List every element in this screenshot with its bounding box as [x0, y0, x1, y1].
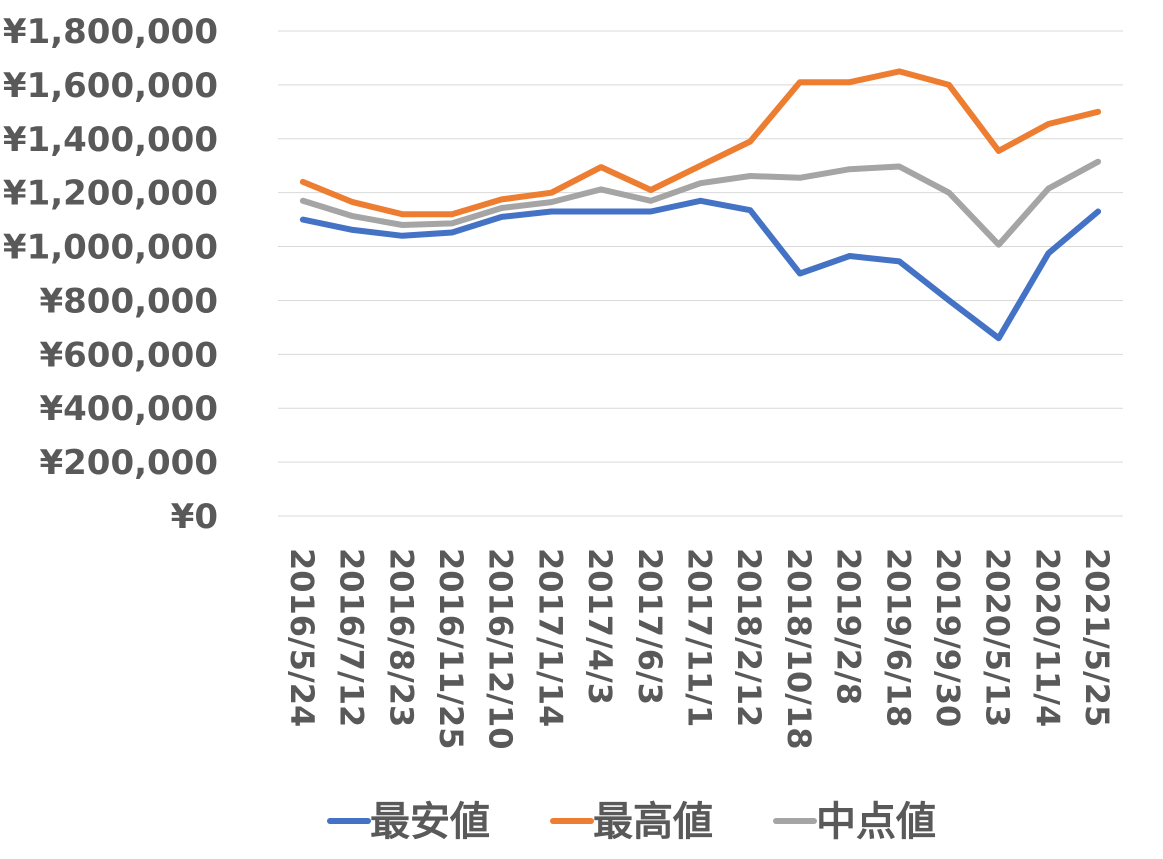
x-tick-label: 2017/1/14	[531, 548, 569, 727]
x-tick-label: 2018/10/18	[780, 548, 818, 750]
x-tick-label: 2016/8/23	[382, 548, 420, 727]
y-tick-label: ¥400,000	[39, 389, 218, 429]
series-lines	[299, 68, 1102, 342]
y-tick-label: ¥600,000	[39, 335, 218, 375]
y-axis-tick-labels: ¥0 ¥200,000 ¥400,000 ¥600,000 ¥800,000 ¥1,000…	[3, 12, 218, 537]
x-tick-label: 2019/9/30	[929, 548, 967, 727]
x-axis-tick-labels: 2016/5/24 2016/7/12 2016/8/23 2016/11/25 201…	[283, 548, 1116, 750]
y-tick-label: ¥200,000	[39, 443, 218, 483]
legend-label: 中点値	[816, 799, 936, 845]
series-line	[299, 197, 1102, 342]
y-tick-label: ¥1,200,000	[3, 174, 218, 214]
x-tick-label: 2016/12/10	[482, 548, 520, 750]
x-tick-label: 2016/11/25	[432, 548, 470, 750]
x-tick-label: 2019/6/18	[879, 548, 917, 727]
gridlines	[278, 30, 1123, 517]
x-tick-label: 2018/2/12	[730, 548, 768, 727]
legend: 最安値 最高値 中点値	[327, 799, 936, 845]
legend-label: 最高値	[593, 799, 713, 845]
x-tick-label: 2017/4/3	[581, 548, 619, 705]
x-tick-label: 2019/2/8	[830, 548, 868, 705]
y-tick-label: ¥1,400,000	[3, 120, 218, 160]
y-tick-label: ¥1,000,000	[3, 228, 218, 268]
y-tick-label: ¥1,800,000	[3, 12, 218, 52]
legend-label: 最安値	[370, 799, 490, 845]
x-tick-label: 2016/7/12	[333, 548, 371, 727]
x-tick-label: 2020/11/4	[1028, 548, 1066, 727]
x-tick-label: 2020/5/13	[979, 548, 1017, 727]
series-line	[299, 68, 1102, 218]
y-tick-label: ¥1,600,000	[3, 66, 218, 106]
y-tick-label: ¥800,000	[39, 281, 218, 321]
y-tick-label: ¥0	[171, 497, 218, 537]
series-line	[299, 158, 1102, 248]
x-tick-label: 2016/5/24	[283, 548, 321, 727]
x-tick-label: 2017/11/1	[681, 548, 719, 727]
x-tick-label: 2021/5/25	[1078, 548, 1116, 727]
x-tick-label: 2017/6/3	[631, 548, 669, 705]
